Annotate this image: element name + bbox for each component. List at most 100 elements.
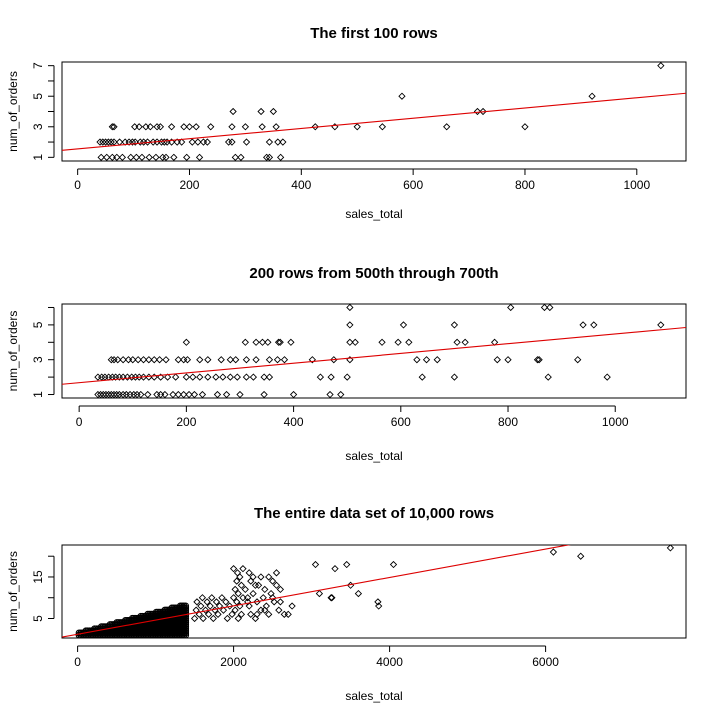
data-point [163, 373, 172, 381]
data-point [346, 321, 354, 329]
x-tick-label: 200 [176, 415, 196, 429]
data-point [237, 581, 246, 589]
data-point [264, 338, 272, 346]
data-point [189, 373, 197, 381]
data-point [159, 153, 167, 161]
data-point [203, 138, 212, 146]
data-point [231, 606, 239, 614]
x-tick-label: 800 [515, 178, 535, 192]
y-axis-label: num_of_orders [6, 551, 20, 632]
data-point [375, 602, 383, 610]
data-point [196, 356, 204, 364]
y-tick-label: 5 [31, 615, 45, 622]
data-point [229, 565, 238, 573]
plot-frame [61, 303, 687, 399]
data-point [94, 390, 102, 398]
data-point [108, 123, 116, 131]
data-point [94, 373, 102, 381]
data-point [257, 606, 265, 614]
data-point [102, 390, 110, 398]
data-point [119, 356, 127, 364]
data-point [231, 585, 239, 594]
data-point [261, 606, 269, 614]
data-point [204, 356, 212, 364]
data-point [218, 594, 226, 602]
data-point [236, 390, 244, 398]
data-point [574, 356, 582, 364]
data-point [657, 62, 665, 70]
data-point [229, 107, 237, 116]
data-point [107, 138, 115, 146]
data-point [269, 107, 277, 116]
plot-frame [61, 61, 687, 162]
data-point [533, 356, 542, 364]
data-point [346, 338, 354, 346]
data-point [110, 123, 118, 131]
data-point [128, 138, 137, 146]
data-point [265, 573, 273, 581]
data-point [279, 138, 287, 146]
data-point [450, 373, 459, 381]
data-point [146, 123, 154, 131]
data-point [135, 123, 143, 131]
data-point [535, 356, 543, 364]
data-point [182, 338, 191, 346]
data-point [353, 123, 361, 131]
data-point [253, 610, 261, 618]
data-point [145, 356, 153, 364]
data-point [153, 123, 161, 131]
data-point [374, 598, 382, 606]
data-point [237, 153, 245, 161]
data-point [272, 123, 280, 131]
data-point [284, 610, 292, 618]
data-point [258, 338, 267, 346]
data-point [178, 138, 186, 146]
data-point [242, 356, 251, 364]
data-point [252, 356, 260, 364]
x-tick-label: 400 [291, 178, 311, 192]
data-point [398, 92, 406, 100]
data-point [521, 123, 529, 131]
data-point [96, 390, 105, 398]
data-point [273, 356, 282, 364]
data-point [150, 356, 158, 364]
data-point [308, 356, 316, 364]
data-point [123, 373, 132, 381]
data-point [389, 560, 398, 569]
data-point [156, 123, 165, 131]
data-point [241, 585, 249, 594]
data-point [288, 602, 296, 610]
data-point [337, 390, 345, 398]
x-tick-label: 1000 [623, 178, 650, 192]
data-point [234, 614, 242, 623]
data-point [213, 390, 222, 398]
y-tick-label: 5 [31, 93, 45, 100]
data-point [97, 153, 105, 161]
data-point [125, 138, 133, 146]
y-tick-label: 3 [31, 356, 45, 363]
y-tick-label: 7 [31, 62, 45, 69]
data-point [208, 594, 216, 602]
data-point [354, 589, 363, 598]
data-point [183, 356, 192, 364]
data-point [232, 356, 240, 364]
data-point [223, 614, 231, 623]
data-point [473, 107, 482, 116]
data-point [180, 390, 188, 398]
x-tick-label: 0 [76, 415, 83, 429]
data-point [205, 610, 213, 618]
data-point [276, 153, 285, 161]
data-point [180, 123, 188, 131]
data-point [351, 338, 359, 346]
data-point [249, 373, 258, 381]
chart-title: The first 100 rows [310, 25, 438, 42]
data-point [245, 569, 253, 577]
data-point [549, 548, 558, 556]
x-axis-label: sales_total [345, 449, 402, 463]
data-point [577, 552, 585, 560]
chart-title: 200 rows from 500th through 700th [249, 265, 498, 282]
data-point [327, 594, 335, 602]
x-tick-label: 600 [391, 415, 411, 429]
data-point [311, 560, 320, 569]
data-point [137, 390, 145, 398]
